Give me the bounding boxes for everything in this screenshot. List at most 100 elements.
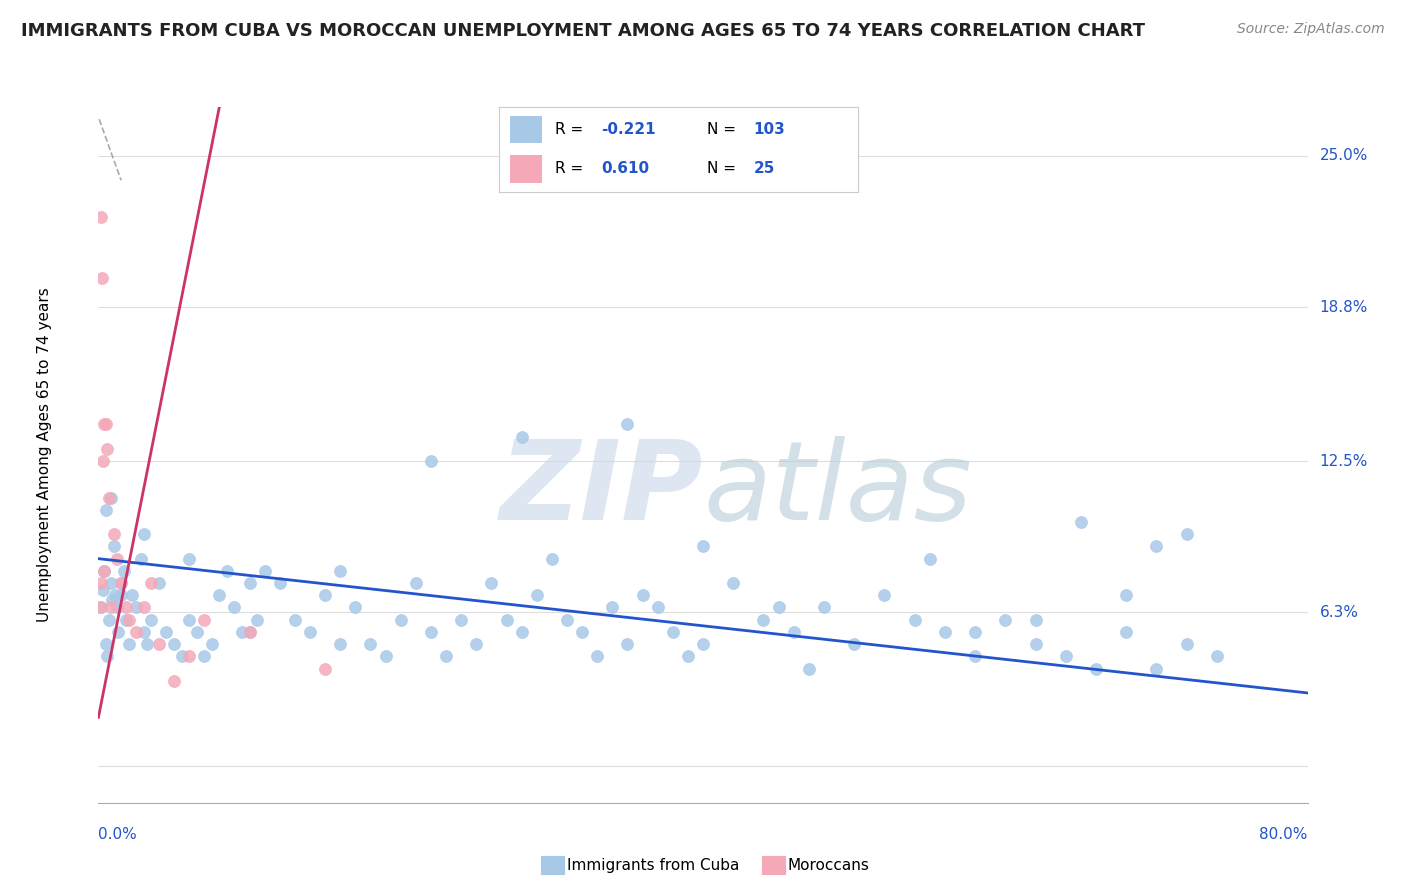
Point bbox=[118, 613, 141, 627]
Point bbox=[193, 613, 215, 627]
Text: Unemployment Among Ages 65 to 74 years: Unemployment Among Ages 65 to 74 years bbox=[37, 287, 52, 623]
Point bbox=[93, 564, 115, 578]
Point bbox=[434, 649, 457, 664]
Point bbox=[201, 637, 224, 651]
Point bbox=[98, 613, 121, 627]
Point bbox=[661, 624, 683, 639]
Text: Immigrants from Cuba: Immigrants from Cuba bbox=[567, 858, 740, 872]
Point bbox=[179, 649, 201, 664]
Point bbox=[114, 613, 136, 627]
Point bbox=[1024, 637, 1046, 651]
Point bbox=[148, 637, 170, 651]
Point bbox=[98, 491, 121, 505]
Point bbox=[284, 613, 307, 627]
Point bbox=[676, 649, 699, 664]
Point bbox=[752, 613, 775, 627]
Text: 0.610: 0.610 bbox=[602, 161, 650, 177]
Point bbox=[1146, 540, 1168, 554]
Point bbox=[510, 624, 533, 639]
Point bbox=[616, 417, 638, 432]
Point bbox=[1085, 661, 1108, 675]
Point bbox=[1054, 649, 1077, 664]
Point bbox=[107, 624, 129, 639]
Point bbox=[616, 637, 638, 651]
Point bbox=[94, 637, 117, 651]
Point bbox=[246, 613, 269, 627]
Bar bbox=[510, 155, 543, 183]
Text: 6.3%: 6.3% bbox=[1320, 605, 1358, 620]
Point bbox=[797, 661, 820, 675]
Point bbox=[93, 564, 115, 578]
Point bbox=[125, 624, 148, 639]
Point bbox=[96, 649, 118, 664]
Text: IMMIGRANTS FROM CUBA VS MOROCCAN UNEMPLOYMENT AMONG AGES 65 TO 74 YEARS CORRELAT: IMMIGRANTS FROM CUBA VS MOROCCAN UNEMPLO… bbox=[21, 22, 1144, 40]
Point bbox=[239, 624, 262, 639]
Point bbox=[1070, 515, 1092, 529]
Point bbox=[89, 600, 111, 615]
Point bbox=[135, 637, 157, 651]
Point bbox=[110, 576, 132, 591]
Point bbox=[94, 503, 117, 517]
Text: 80.0%: 80.0% bbox=[1260, 827, 1308, 842]
Point bbox=[692, 637, 714, 651]
Point bbox=[1115, 588, 1137, 602]
Point bbox=[813, 600, 835, 615]
Point bbox=[121, 588, 143, 602]
Point bbox=[540, 551, 562, 566]
Point bbox=[269, 576, 291, 591]
Point bbox=[90, 576, 112, 591]
Point bbox=[179, 613, 201, 627]
Point bbox=[132, 624, 155, 639]
Point bbox=[110, 588, 132, 602]
Point bbox=[239, 624, 262, 639]
Point bbox=[647, 600, 669, 615]
Point bbox=[132, 600, 155, 615]
Point bbox=[510, 429, 533, 443]
Point bbox=[100, 491, 122, 505]
Point bbox=[118, 637, 141, 651]
Point bbox=[104, 588, 127, 602]
Point bbox=[450, 613, 472, 627]
Point bbox=[465, 637, 488, 651]
Point bbox=[965, 649, 987, 664]
Point bbox=[1175, 527, 1198, 541]
Point bbox=[526, 588, 548, 602]
Point bbox=[163, 673, 186, 688]
Point bbox=[105, 551, 128, 566]
Point bbox=[110, 576, 132, 591]
Point bbox=[844, 637, 866, 651]
Point bbox=[91, 271, 114, 285]
Point bbox=[132, 527, 155, 541]
Point bbox=[170, 649, 193, 664]
Text: ZIP: ZIP bbox=[499, 436, 703, 543]
Point bbox=[344, 600, 367, 615]
Point bbox=[148, 576, 170, 591]
Point bbox=[723, 576, 745, 591]
Point bbox=[125, 600, 148, 615]
Point bbox=[360, 637, 382, 651]
Point bbox=[90, 210, 112, 224]
Point bbox=[768, 600, 790, 615]
Text: N =: N = bbox=[707, 122, 737, 137]
Point bbox=[141, 576, 163, 591]
Point bbox=[179, 551, 201, 566]
Point bbox=[239, 576, 262, 591]
Point bbox=[904, 613, 927, 627]
Point bbox=[91, 583, 114, 598]
Point bbox=[586, 649, 609, 664]
Point bbox=[873, 588, 896, 602]
Point bbox=[934, 624, 956, 639]
Point bbox=[141, 613, 163, 627]
Text: 25.0%: 25.0% bbox=[1320, 148, 1368, 163]
Text: Moroccans: Moroccans bbox=[787, 858, 869, 872]
Point bbox=[374, 649, 396, 664]
Point bbox=[224, 600, 246, 615]
Point bbox=[965, 624, 987, 639]
Point bbox=[495, 613, 517, 627]
Bar bbox=[510, 116, 543, 144]
Point bbox=[186, 624, 208, 639]
Point bbox=[90, 600, 112, 615]
Point bbox=[420, 624, 443, 639]
Point bbox=[101, 593, 124, 607]
Point bbox=[208, 588, 231, 602]
